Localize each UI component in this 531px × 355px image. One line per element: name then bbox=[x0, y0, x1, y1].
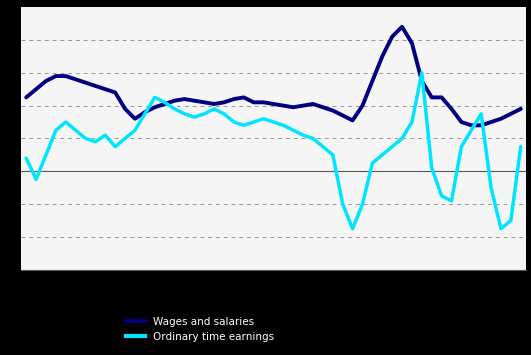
Legend: Wages and salaries, Ordinary time earnings: Wages and salaries, Ordinary time earnin… bbox=[122, 313, 279, 346]
